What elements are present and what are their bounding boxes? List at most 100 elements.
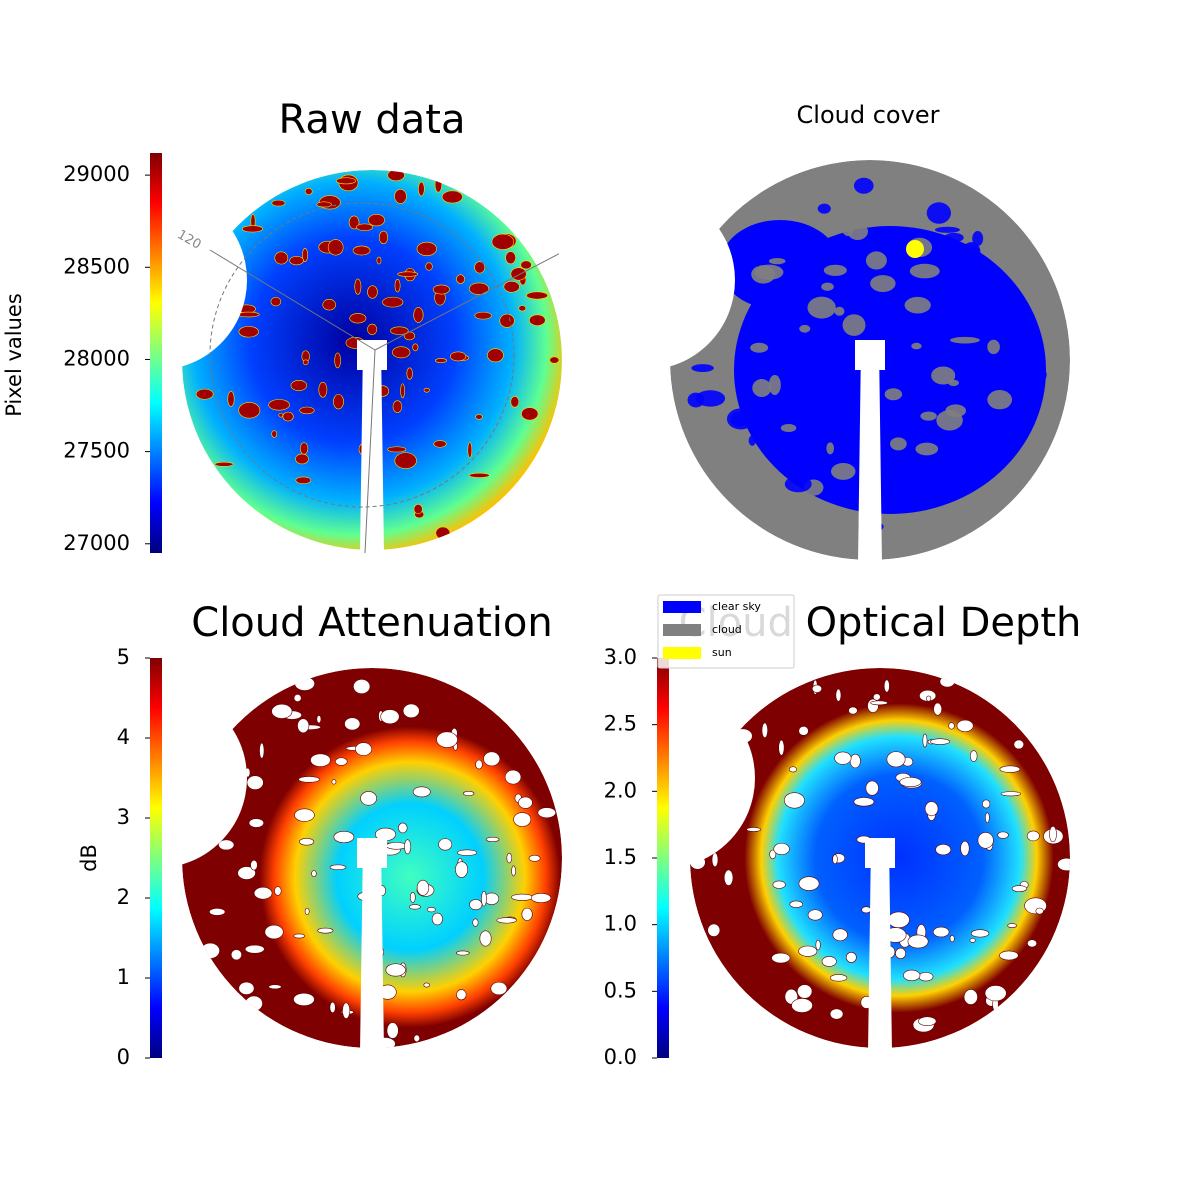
blob xyxy=(299,406,315,415)
blob xyxy=(394,278,401,293)
blob xyxy=(811,684,823,693)
blob xyxy=(327,239,344,256)
blob xyxy=(289,255,304,266)
blob xyxy=(481,891,487,907)
blob xyxy=(468,282,490,295)
blob xyxy=(903,969,921,981)
blob xyxy=(238,326,259,338)
blob xyxy=(244,944,265,954)
blob xyxy=(529,314,546,326)
blob xyxy=(960,840,970,857)
mask-arm xyxy=(360,843,384,1053)
blob xyxy=(295,453,309,465)
blob xyxy=(783,792,805,809)
blob xyxy=(270,296,282,307)
blob xyxy=(835,688,842,702)
blob xyxy=(348,215,360,230)
blob xyxy=(918,1016,937,1026)
blob xyxy=(798,876,820,891)
blob xyxy=(302,359,309,366)
blob xyxy=(845,951,857,963)
blob xyxy=(426,907,436,913)
blob xyxy=(218,839,235,851)
blob xyxy=(768,374,781,395)
blob xyxy=(506,852,512,864)
y-tick-label: 1.0 xyxy=(604,912,637,936)
blob xyxy=(304,907,310,916)
blob xyxy=(883,679,890,693)
blob xyxy=(418,181,425,197)
blob xyxy=(829,1008,844,1020)
blob xyxy=(511,865,516,877)
blob xyxy=(304,187,313,196)
blob xyxy=(987,389,1013,410)
blob xyxy=(887,911,910,928)
blob xyxy=(209,907,226,916)
blob xyxy=(490,981,508,996)
blob xyxy=(948,722,955,730)
blob xyxy=(353,679,371,694)
blob xyxy=(895,947,906,959)
blob xyxy=(537,807,557,819)
blob xyxy=(886,751,906,768)
blob xyxy=(472,918,479,927)
blob xyxy=(329,1001,336,1014)
blob xyxy=(711,852,719,868)
blob xyxy=(691,364,714,373)
blob xyxy=(264,924,284,940)
blob xyxy=(380,709,400,725)
blob xyxy=(404,839,412,855)
legend-swatch xyxy=(663,647,701,659)
blob xyxy=(342,1002,351,1019)
mask-camera xyxy=(855,340,885,370)
blob xyxy=(227,391,235,407)
blob xyxy=(817,203,831,214)
blob xyxy=(413,1034,420,1043)
blob xyxy=(944,232,964,243)
y-tick-label: 5 xyxy=(117,645,130,669)
guide-circle xyxy=(209,202,515,508)
mask-camera xyxy=(357,340,387,370)
blob xyxy=(1028,384,1037,395)
blob xyxy=(318,381,328,398)
blob xyxy=(865,251,887,270)
blob xyxy=(398,822,408,834)
blob xyxy=(950,336,980,344)
blob xyxy=(999,765,1021,773)
blob xyxy=(409,892,416,903)
blob xyxy=(299,837,315,846)
blob xyxy=(865,780,879,796)
blob xyxy=(387,170,405,182)
blob xyxy=(924,801,939,817)
blob xyxy=(528,854,541,862)
blob xyxy=(487,348,504,363)
blob xyxy=(423,387,430,393)
blob xyxy=(200,942,220,959)
blob xyxy=(510,396,520,408)
blob xyxy=(392,346,411,359)
blob xyxy=(985,812,990,823)
blob xyxy=(333,830,355,844)
mask-camera xyxy=(865,838,895,868)
blob xyxy=(425,262,433,271)
blob xyxy=(977,832,994,849)
blob xyxy=(311,870,317,878)
blob xyxy=(268,984,282,990)
blob xyxy=(926,202,951,224)
blob xyxy=(963,989,978,1005)
blob xyxy=(884,388,903,401)
blob xyxy=(1027,939,1038,948)
colorbar xyxy=(657,658,669,1058)
blob xyxy=(504,769,522,785)
blob xyxy=(752,379,772,398)
blob xyxy=(438,838,453,851)
blob xyxy=(322,299,336,311)
blob xyxy=(474,261,486,274)
blob xyxy=(798,945,818,957)
blob xyxy=(423,982,430,988)
blob xyxy=(948,379,959,387)
blob xyxy=(773,842,790,856)
blob xyxy=(964,449,989,457)
blob xyxy=(436,731,458,748)
